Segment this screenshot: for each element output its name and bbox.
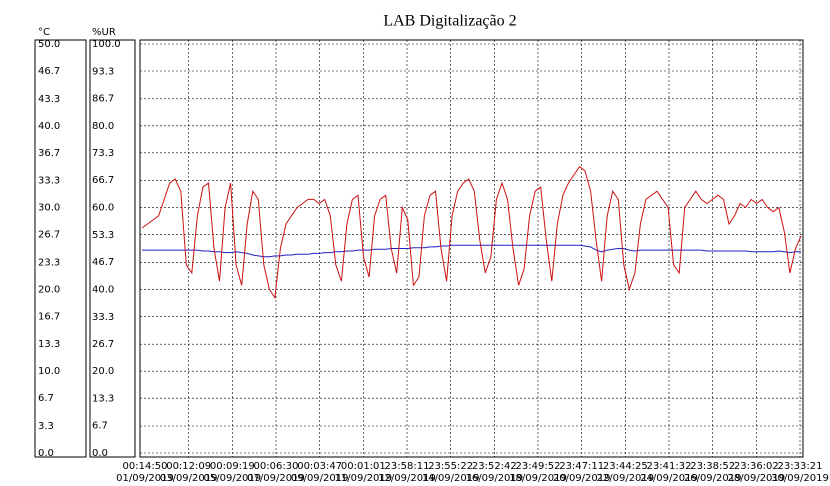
x-tick-time: 00:01:01 [341,461,386,472]
x-tick-time: 00:12:09 [166,461,211,472]
y2-tick-label: 0.0 [92,448,108,459]
y2-tick-label: 33.3 [92,312,114,323]
y-tick-label: 10.0 [38,366,60,377]
y2-tick-label: 93.3 [92,66,114,77]
y-tick-label: 0.0 [38,448,54,459]
y-tick-label: 30.0 [38,203,60,214]
y-tick-label: 23.3 [38,257,60,268]
x-tick-date: 28/09/2019 [728,473,786,484]
x-tick-time: 00:14:50 [123,461,168,472]
x-tick-date: 01/09/2019 [116,473,174,484]
y-tick-label: 13.3 [38,339,60,350]
y2-tick-label: 66.7 [92,175,114,186]
x-tick-date: 11/09/2019 [335,473,393,484]
data-line [141,165,802,300]
y2-tick-label: 40.0 [92,284,114,295]
x-tick-date: 05/09/2019 [204,473,262,484]
y-tick-label: 16.7 [38,311,60,322]
x-tick-date: 07/09/2019 [247,473,305,484]
x-tick-date: 03/09/2019 [160,473,218,484]
x-tick-time: 23:58:11 [385,461,430,472]
y-tick-label: 43.3 [38,94,60,105]
x-tick-date: 16/09/2019 [466,473,524,484]
x-tick-time: 23:49:52 [516,461,561,472]
y2-tick-label: 73.3 [92,148,114,159]
x-tick-date: 22/09/2019 [597,473,655,484]
x-tick-time: 00:09:19 [210,461,255,472]
y-tick-label: 20.0 [38,284,60,295]
x-tick-date: 09/09/2019 [291,473,349,484]
chart-title: LAB Digitalização 2 [383,13,516,30]
y-tick-label: 46.7 [38,66,60,77]
y2-tick-label: 6.7 [92,421,108,432]
y2-tick-label: 13.3 [92,394,114,405]
x-tick-date: 14/09/2019 [422,473,480,484]
y-tick-label: 26.7 [38,230,60,241]
x-tick-date: 26/09/2019 [684,473,742,484]
x-tick-time: 23:41:32 [647,461,692,472]
y2-tick-label: 53.3 [92,230,114,241]
x-tick-time: 23:36:02 [734,461,779,472]
y-tick-label: 3.3 [38,421,54,432]
x-tick-time: 23:52:42 [472,461,517,472]
plot-area [139,39,804,458]
x-tick-date: 30/09/2019 [771,473,829,484]
y-tick-label: 6.7 [38,393,54,404]
y2-tick-label: 60.0 [92,203,114,214]
y2-axis-box [89,39,136,458]
y2-tick-label: 20.0 [92,366,114,377]
x-tick-time: 00:03:47 [297,461,342,472]
y2-tick-label: 86.7 [92,93,114,104]
x-tick-time: 23:38:52 [690,461,735,472]
y-tick-label: 50.0 [38,39,60,50]
y-tick-label: 40.0 [38,121,60,132]
data-line [142,244,801,258]
x-tick-date: 20/09/2019 [553,473,611,484]
y2-tick-label: 46.7 [92,257,114,268]
y2-tick-label: 100.0 [92,39,121,50]
y-axis-box [34,39,87,458]
x-tick-time: 23:47:11 [559,461,604,472]
x-tick-date: 18/09/2019 [509,473,567,484]
y2-axis-label: %UR [92,27,116,38]
x-tick-time: 23:44:25 [603,461,648,472]
y2-tick-label: 80.0 [92,121,114,132]
x-tick-date: 12/09/2019 [378,473,436,484]
y-axis-label: °C [38,27,50,38]
y-tick-label: 36.7 [38,148,60,159]
x-tick-time: 23:55:22 [428,461,473,472]
y-tick-label: 33.3 [38,176,60,187]
x-tick-date: 24/09/2019 [640,473,698,484]
x-tick-time: 23:33:21 [778,461,823,472]
x-tick-time: 00:06:30 [254,461,299,472]
y2-tick-label: 26.7 [92,339,114,350]
